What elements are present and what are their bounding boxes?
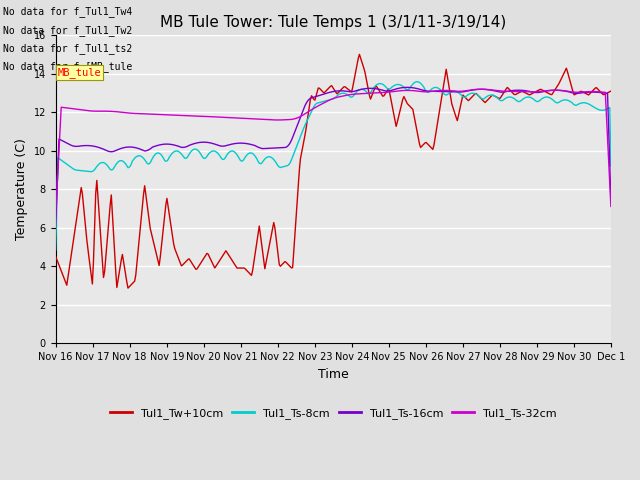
- Text: No data for f_Tul1_Tw2: No data for f_Tul1_Tw2: [3, 24, 132, 36]
- Text: No data for f_Tul1_ts2: No data for f_Tul1_ts2: [3, 43, 132, 54]
- X-axis label: Time: Time: [318, 368, 349, 381]
- Text: No data for f_[MB_tule: No data for f_[MB_tule: [3, 61, 132, 72]
- Text: MB_tule: MB_tule: [58, 67, 101, 78]
- Title: MB Tule Tower: Tule Temps 1 (3/1/11-3/19/14): MB Tule Tower: Tule Temps 1 (3/1/11-3/19…: [160, 15, 506, 30]
- Legend: Tul1_Tw+10cm, Tul1_Ts-8cm, Tul1_Ts-16cm, Tul1_Ts-32cm: Tul1_Tw+10cm, Tul1_Ts-8cm, Tul1_Ts-16cm,…: [105, 404, 561, 424]
- Text: No data for f_Tul1_Tw4: No data for f_Tul1_Tw4: [3, 6, 132, 17]
- Y-axis label: Temperature (C): Temperature (C): [15, 138, 28, 240]
